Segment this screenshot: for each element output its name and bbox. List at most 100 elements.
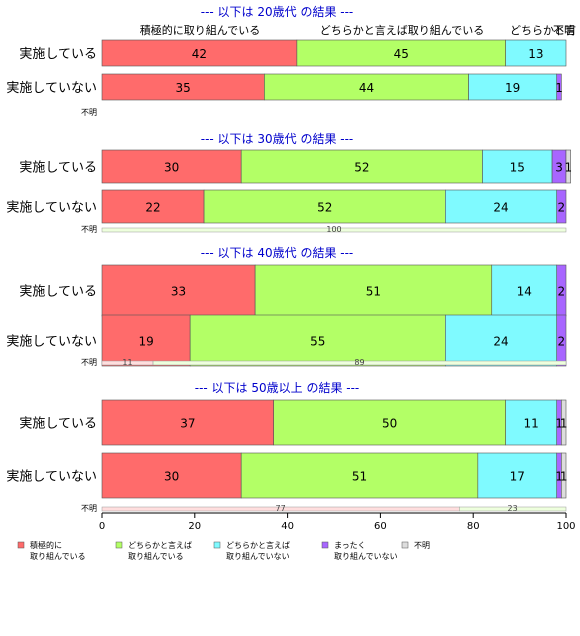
data-label-g4-r1-s5: 1 (560, 417, 568, 431)
data-label-g4-r2-s1: 30 (164, 470, 179, 484)
unknown-label-2: 不明 (81, 225, 97, 234)
data-label-g4-r1-s4: 1 (555, 417, 563, 431)
top-label-4: 不明 (553, 24, 575, 37)
data-label-g1-r2-s2: 44 (359, 81, 374, 95)
row-label-g1-r1: 実施している (19, 46, 97, 62)
data-label-g1-r2-s4: 1 (555, 81, 563, 95)
bar-segment-g1-r2-s4 (556, 73, 562, 101)
row-label-g3-r2: 実施していない (6, 334, 97, 350)
bar-segment-g4-r1-s2 (273, 399, 506, 446)
legend-label-3-line-1: どちらかと言えば (226, 540, 290, 550)
data-label-g2-r1-s4: 3 (555, 161, 563, 175)
bar-segment-g3-r1-s1 (101, 264, 256, 317)
group-title-3: --- 以下は 40歳代 の結果 --- (201, 246, 354, 260)
bar-segment-g2-r1-s2 (240, 149, 483, 184)
bar-segment-g2-r2-s4 (556, 189, 567, 224)
x-tick-label-80: 80 (467, 521, 480, 532)
data-label-g1-r2-s3: 19 (505, 81, 520, 95)
data-label-g2-r1-s2: 52 (354, 161, 369, 175)
unknown-segment-g3-s2 (152, 360, 567, 366)
bar-segment-g4-r1-s3 (505, 399, 558, 446)
row-label-g3-r1: 実施している (19, 284, 97, 300)
data-label-g3-r1-s2: 51 (366, 285, 381, 299)
row-label-g2-r1: 実施している (19, 160, 97, 176)
row-label-g4-r1: 実施している (19, 416, 97, 432)
data-label-g3-r2-s4: 2 (558, 335, 566, 349)
data-label-g2-r2-s3: 24 (493, 201, 508, 215)
bar-segment-g3-r2-s2 (189, 314, 446, 367)
row-label-g1-r2: 実施していない (6, 80, 97, 96)
group-title-4: --- 以下は 50歳以上 の結果 --- (195, 381, 360, 395)
unknown-value-g4-s1: 77 (276, 504, 286, 513)
legend-swatch-1 (17, 541, 25, 549)
legend-swatch-4 (321, 541, 329, 549)
data-label-g3-r2-s3: 24 (493, 335, 508, 349)
x-tick-label-60: 60 (374, 521, 387, 532)
data-label-g4-r2-s4: 1 (555, 470, 563, 484)
unknown-label-4: 不明 (81, 504, 97, 513)
bar-segment-g1-r2-s3 (468, 73, 558, 101)
legend-swatch-3 (213, 541, 221, 549)
data-label-g2-r2-s1: 22 (145, 201, 160, 215)
data-label-g1-r2-s1: 35 (176, 81, 191, 95)
unknown-value-g4-s2: 23 (508, 504, 518, 513)
legend-label-1-line-1: 積極的に (30, 540, 62, 550)
data-label-g4-r1-s3: 11 (524, 417, 539, 431)
bar-segment-g3-r2-s3 (445, 314, 558, 367)
x-tick-label-100: 100 (556, 521, 575, 532)
data-label-g2-r1-s5: 1 (564, 161, 572, 175)
bar-segment-g2-r2-s3 (445, 189, 558, 224)
data-label-g3-r2-s2: 55 (310, 335, 325, 349)
top-label-3: どちらかと言 (510, 24, 576, 37)
x-tick-label-20: 20 (188, 521, 201, 532)
legend-label-2-line-1: どちらかと言えば (128, 540, 192, 550)
row-label-g4-r2: 実施していない (6, 469, 97, 485)
data-label-g3-r1-s4: 2 (558, 285, 566, 299)
legend-label-2-line-2: 取り組んでいる (128, 551, 184, 561)
bar-segment-g2-r1-s3 (482, 149, 553, 184)
bar-segment-g1-r2-s2 (264, 73, 469, 101)
data-label-g2-r1-s1: 30 (164, 161, 179, 175)
unknown-value-g2-s2: 100 (326, 225, 341, 234)
top-label-2: どちらかと言えば取り組んでいる (320, 24, 484, 37)
bar-segment-g4-r2-s2 (240, 452, 479, 499)
bar-segment-g3-r1-s2 (254, 264, 493, 317)
bar-segment-g1-r1-s3 (505, 39, 567, 67)
legend-swatch-5 (401, 541, 409, 549)
data-label-g4-r1-s2: 50 (382, 417, 397, 431)
bar-segment-g1-r1-s2 (296, 39, 506, 67)
data-label-g2-r1-s3: 15 (510, 161, 525, 175)
data-label-g4-r2-s2: 51 (352, 470, 367, 484)
legend-label-4-line-1: まったく (334, 541, 366, 550)
group-title-2: --- 以下は 30歳代 の結果 --- (201, 132, 354, 146)
group-title-1: --- 以下は 20歳代 の結果 --- (201, 5, 354, 19)
top-label-1: 積極的に取り組んでいる (140, 23, 260, 37)
data-label-g1-r1-s3: 13 (528, 47, 543, 61)
legend-label-1-line-2: 取り組んでいる (30, 551, 86, 561)
data-label-g1-r1-s1: 42 (192, 47, 207, 61)
data-label-g4-r2-s5: 1 (560, 470, 568, 484)
unknown-value-g3-s2: 89 (354, 358, 364, 367)
data-label-g2-r2-s4: 2 (558, 201, 566, 215)
unknown-label-3: 不明 (81, 358, 97, 367)
row-label-g2-r2: 実施していない (6, 200, 97, 216)
data-label-g3-r1-s1: 33 (171, 285, 186, 299)
unknown-segment-g4-s2 (459, 506, 567, 512)
bar-segment-g4-r1-s1 (101, 399, 274, 446)
data-label-g4-r2-s3: 17 (510, 470, 525, 484)
x-tick-label-0: 0 (99, 521, 105, 532)
bar-segment-g3-r1-s3 (491, 264, 558, 317)
data-label-g2-r2-s2: 52 (317, 201, 332, 215)
bar-segment-g2-r1-s5 (565, 149, 571, 184)
bar-segment-g4-r1-s5 (561, 399, 567, 446)
bar-segment-g4-r2-s3 (477, 452, 558, 499)
bar-segment-g3-r2-s1 (101, 314, 191, 367)
x-tick-label-40: 40 (281, 521, 294, 532)
data-label-g4-r1-s1: 37 (180, 417, 195, 431)
data-label-g1-r1-s2: 45 (394, 47, 409, 61)
bar-segment-g4-r2-s5 (561, 452, 567, 499)
legend-label-3-line-2: 取り組んでいない (226, 551, 290, 561)
legend-label-5-line-1: 不明 (414, 541, 430, 550)
unknown-value-g3-s1: 11 (122, 358, 132, 367)
